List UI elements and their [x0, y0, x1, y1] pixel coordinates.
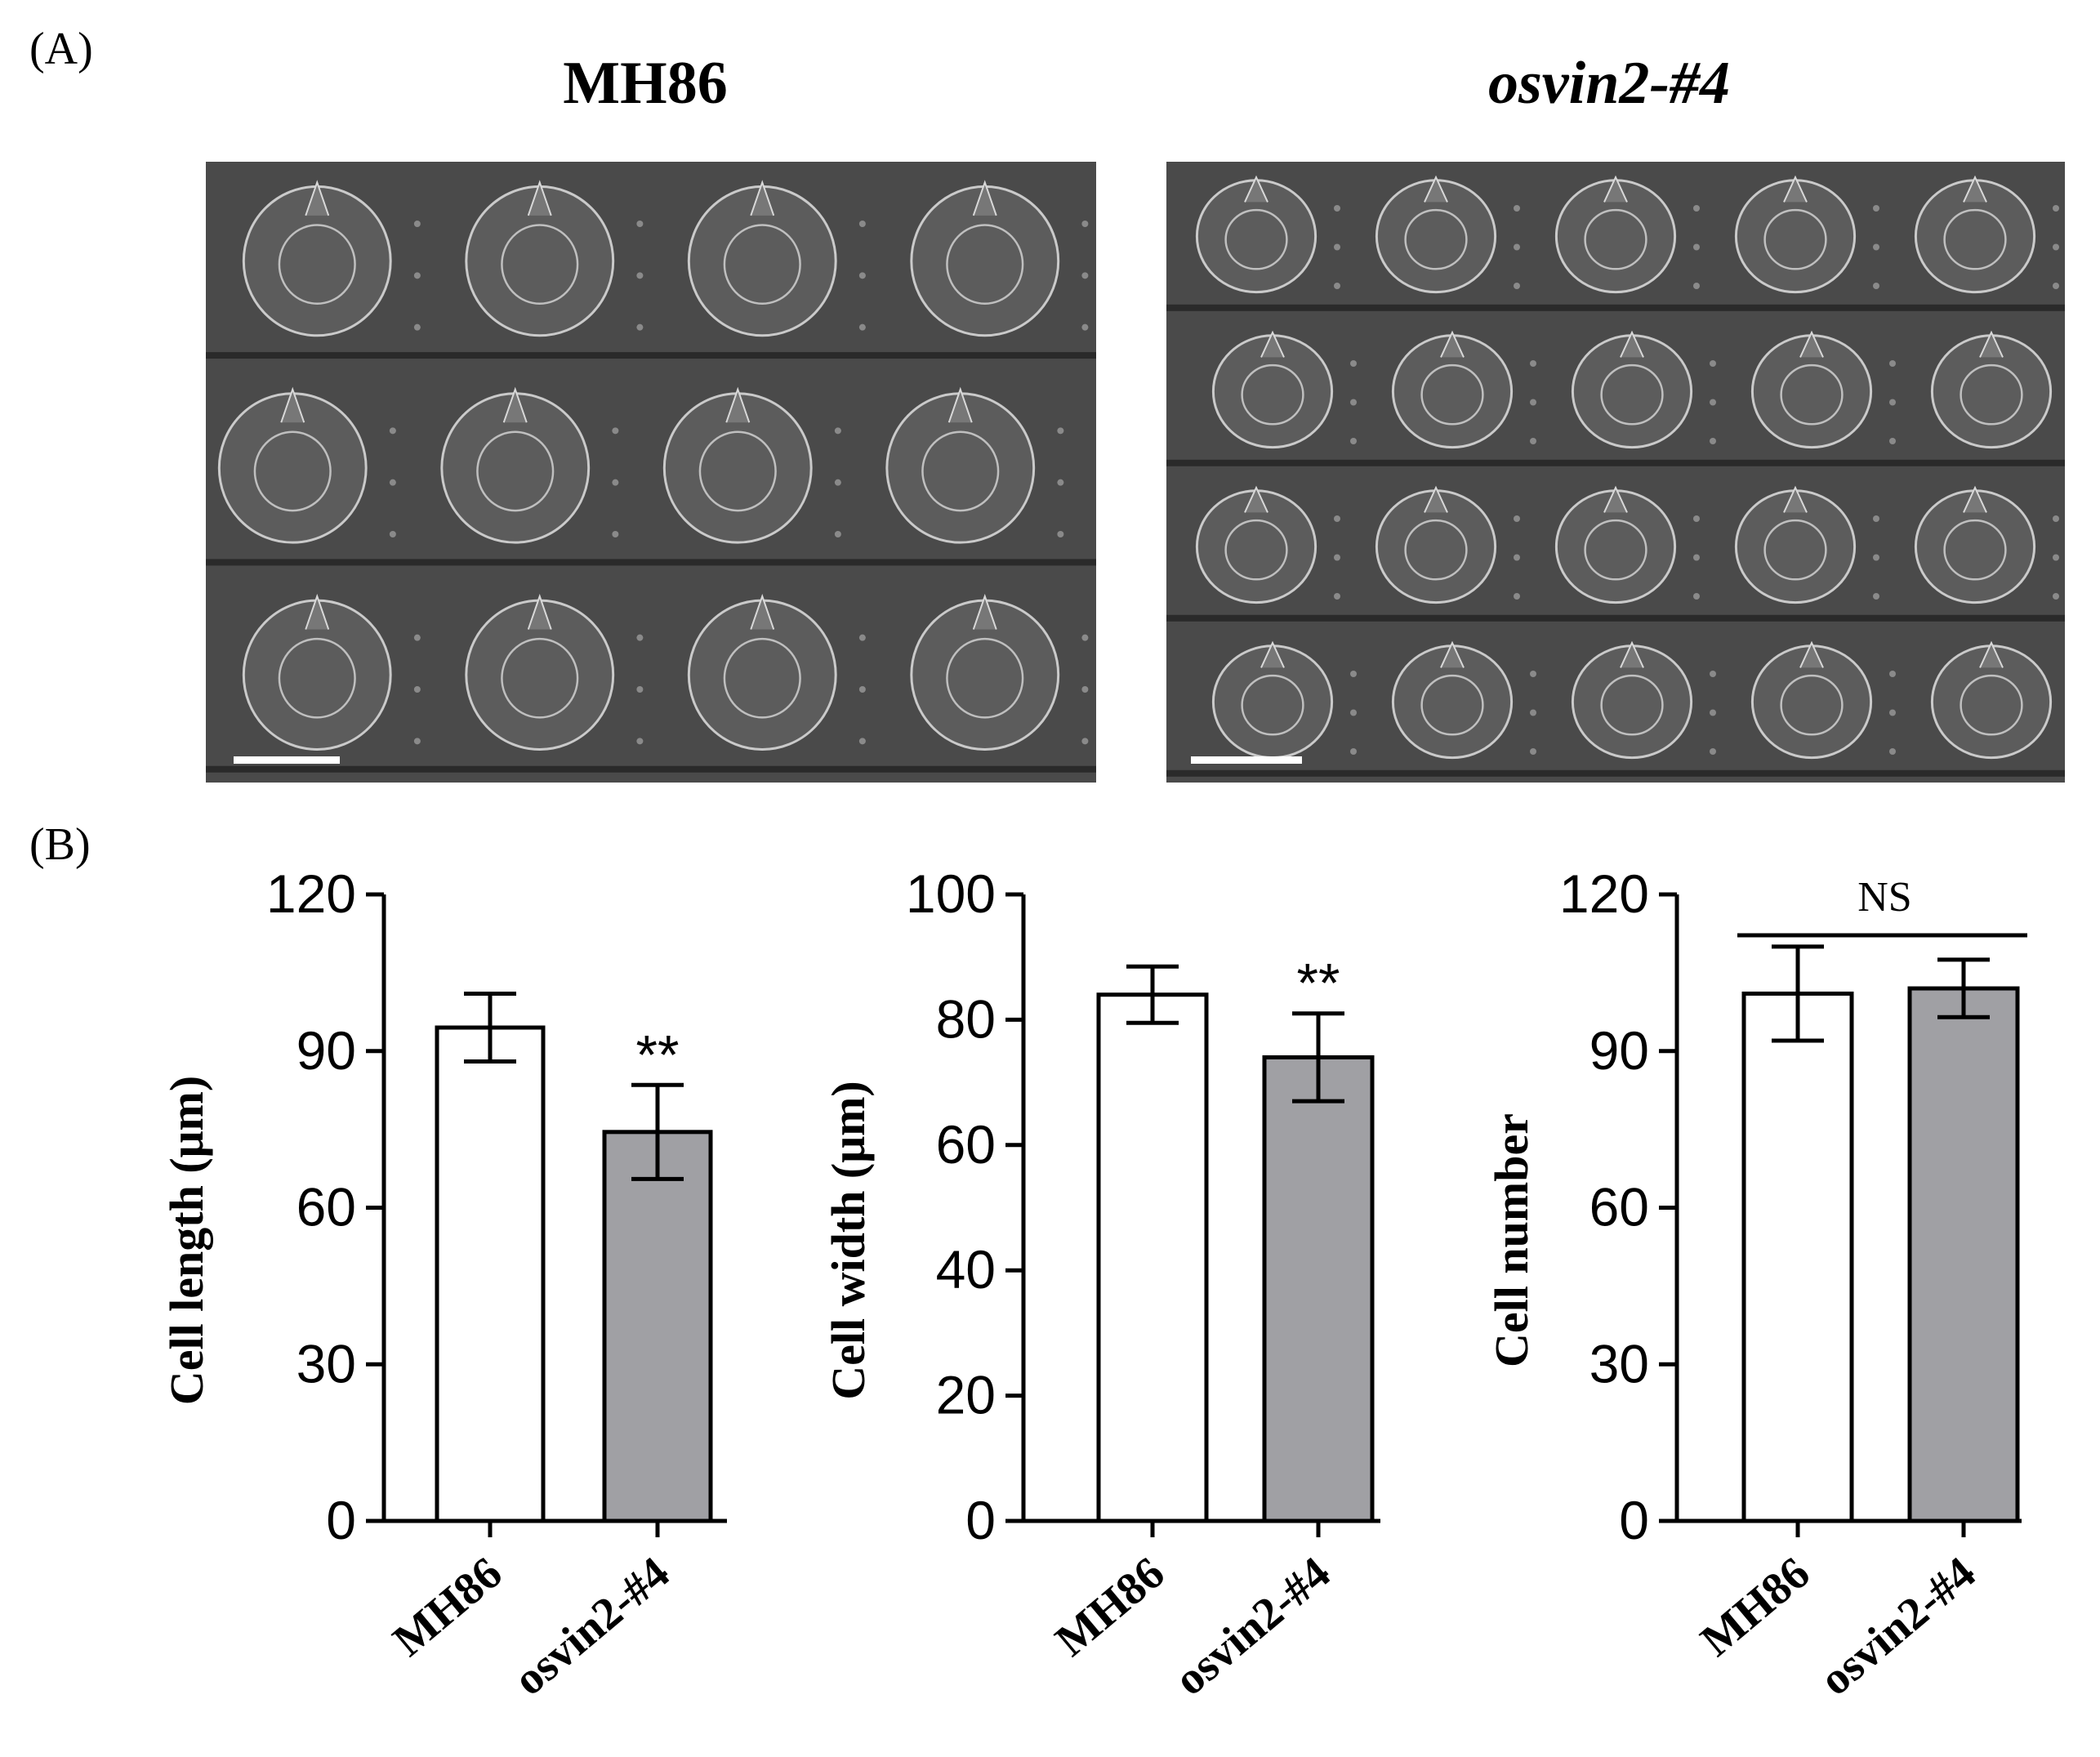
- y-tick-label: 0: [965, 1490, 996, 1550]
- y-tick-label: 0: [1619, 1490, 1649, 1550]
- bar: [1741, 991, 1854, 1523]
- y-tick-label: 80: [936, 988, 996, 1049]
- sem-title-mutant: osvin2-#4: [1488, 50, 1730, 117]
- bar: [1907, 986, 2020, 1523]
- y-tick-label: 90: [1589, 1020, 1649, 1081]
- y-axis-label: Cell width (μm): [822, 1081, 875, 1400]
- y-tick-label: 60: [296, 1177, 356, 1237]
- y-tick-label: 120: [1559, 863, 1649, 924]
- significance-marker: **: [636, 1023, 680, 1086]
- significance-marker: **: [1297, 952, 1340, 1015]
- sem-image-wildtype: [206, 162, 1096, 783]
- y-tick-label: 20: [936, 1365, 996, 1425]
- x-tick-label: osvin2-#4: [504, 1547, 679, 1706]
- x-tick-label: MH86: [1046, 1547, 1175, 1666]
- bar: [1096, 992, 1209, 1523]
- y-axis-label: Cell length (μm): [160, 1076, 213, 1405]
- x-tick-label: osvin2-#4: [1810, 1547, 1985, 1706]
- sem-image-mutant: [1166, 162, 2065, 783]
- y-tick-label: 90: [296, 1020, 356, 1081]
- x-tick-label: osvin2-#4: [1165, 1547, 1340, 1706]
- y-tick-label: 100: [906, 863, 996, 924]
- y-tick-label: 60: [936, 1114, 996, 1175]
- panel-a-label: (A): [29, 24, 93, 74]
- scale-bar: [1191, 756, 1302, 764]
- comparison-label: NS: [1857, 874, 1911, 921]
- bar: [435, 1025, 546, 1523]
- scale-bar: [234, 756, 340, 764]
- y-tick-label: 0: [326, 1490, 356, 1550]
- chart-2: 0 20 40 60 80 100 Cell width (μm) MH86osvin2-#4…: [822, 863, 1380, 1706]
- y-tick-label: 60: [1589, 1177, 1649, 1237]
- y-tick-label: 30: [296, 1333, 356, 1394]
- y-tick-label: 30: [1589, 1333, 1649, 1394]
- y-axis-label: Cell number: [1485, 1113, 1538, 1367]
- x-tick-label: MH86: [1692, 1547, 1820, 1666]
- sem-cells-mutant: [1166, 162, 2065, 783]
- y-tick-label: 120: [266, 863, 356, 924]
- bar: [602, 1130, 713, 1523]
- sem-title-wildtype: MH86: [563, 50, 728, 117]
- sem-cells-wildtype: [206, 162, 1096, 783]
- x-tick-label: MH86: [384, 1547, 512, 1666]
- panel-b-label: (B): [29, 819, 91, 870]
- y-tick-label: 40: [936, 1239, 996, 1300]
- bar: [1262, 1055, 1375, 1523]
